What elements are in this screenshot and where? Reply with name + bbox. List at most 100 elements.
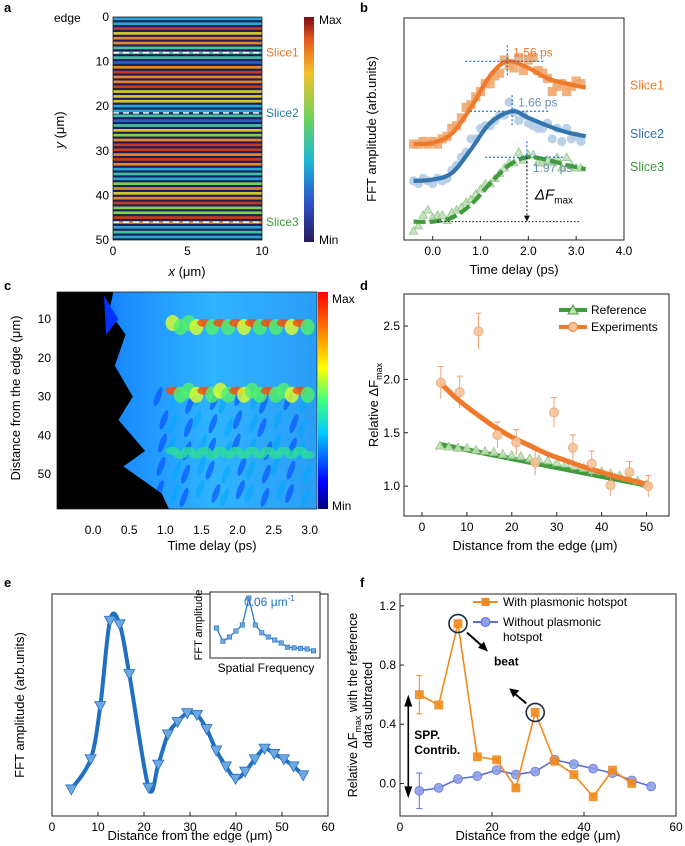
f-legend-with-marker xyxy=(481,598,490,606)
c-ylabel: Distance from the edge (μm) xyxy=(8,316,23,481)
f-series-1-point-3 xyxy=(472,771,483,781)
b-series-0-point-25 xyxy=(528,52,538,63)
a-stripe-1 xyxy=(113,22,262,26)
c-band-0-blob-17 xyxy=(300,318,315,335)
c-xtick-label-6: 3.0 xyxy=(301,523,318,537)
f-xtick-label-3: 60 xyxy=(669,820,683,834)
e-inset-line xyxy=(215,597,314,652)
e-plot-frame xyxy=(51,593,329,817)
e-inset-point-0 xyxy=(213,625,219,631)
a-ytick-label-0: 0 xyxy=(102,10,109,24)
a-stripe-39 xyxy=(113,206,262,210)
a-ytick-label-2: 20 xyxy=(96,99,110,113)
a-stripe-17 xyxy=(113,99,262,103)
f-series-0-point-8 xyxy=(569,770,579,779)
b-xtick-label-1: 1.0 xyxy=(472,244,489,258)
f-xlabel: Distance from the edge (μm) xyxy=(456,828,621,843)
c-streak-37 xyxy=(172,460,182,480)
a-stripe-2 xyxy=(113,27,262,30)
panel-label-d: d xyxy=(360,278,368,293)
e-point-18 xyxy=(258,743,271,755)
f-series-0-point-10 xyxy=(608,765,617,775)
f-legend-with: With plasmonic hotspot xyxy=(503,595,628,609)
e-xtick-label-0: 0 xyxy=(49,820,56,834)
f-legend-without-2: hotspot xyxy=(503,630,543,644)
a-stripe-4 xyxy=(113,36,262,40)
f-ticks: 0 20 40 60 0.0 0.4 0.8 1.2 xyxy=(379,599,683,834)
a-slice-label-2: Slice3 xyxy=(266,215,299,229)
f-xtick-label-1: 20 xyxy=(485,820,499,834)
f-series-1-point-2 xyxy=(453,774,463,784)
c-streak-41 xyxy=(221,464,231,484)
a-stripe-11 xyxy=(113,70,262,74)
f-series-0-point-4 xyxy=(492,755,502,765)
f-series-0-point-5 xyxy=(511,783,521,793)
a-stripe-15 xyxy=(113,90,262,93)
panel-label-a: a xyxy=(4,0,12,15)
a-xlabel: x (μm) xyxy=(167,264,205,279)
f-hotspot-circle-2 xyxy=(525,702,546,723)
c-streak-19 xyxy=(249,414,258,434)
d-reference-point-5 xyxy=(479,445,490,455)
b-series-1-fit xyxy=(413,109,587,183)
e-ylabel: FFT amplitude (arb.units) xyxy=(12,632,27,778)
c-xtick-label-1: 0.5 xyxy=(121,523,138,537)
c-streak-44 xyxy=(262,464,271,484)
e-point-17 xyxy=(248,754,262,766)
c-xtick-label-5: 2.5 xyxy=(265,523,282,537)
panel-labels: a b c d e f xyxy=(4,0,368,590)
d-xtick-label-0: 0 xyxy=(419,520,426,534)
a-colorbar-min: Min xyxy=(319,233,338,247)
c-streak-8 xyxy=(259,394,268,414)
d-reference-point-3 xyxy=(461,442,472,452)
f-xtick-label-0: 0 xyxy=(397,820,404,834)
d-ticks: 0 10 20 30 40 50 1.0 1.5 2.0 2.5 xyxy=(383,319,653,534)
e-point-12 xyxy=(200,724,213,736)
e-xtick-label-4: 40 xyxy=(229,820,243,834)
e-point-21 xyxy=(287,761,300,773)
e-inset-point-1 xyxy=(220,638,226,644)
a-stripe-19 xyxy=(113,109,262,113)
e-xtick-label-2: 20 xyxy=(137,820,151,834)
e-inset-ylabel: FFT amplitude xyxy=(193,590,205,661)
f-ytick-label-1: 0.4 xyxy=(379,717,396,731)
a-stripe-36 xyxy=(113,192,262,195)
d-experiments-point-11 xyxy=(643,481,654,492)
c-streak-59 xyxy=(301,487,310,507)
d-experiments-point-4 xyxy=(511,437,522,448)
e-point-9 xyxy=(171,717,184,729)
e-inset-point-15 xyxy=(311,648,317,654)
panel-f-subtracted: 0 20 40 60 0.0 0.4 0.8 1.2 beat SPP.Contrib. Wit… xyxy=(346,593,683,843)
b-delta-label-sub: max xyxy=(554,195,573,206)
a-edge-label: edge xyxy=(54,11,81,25)
d-reference-point-7 xyxy=(497,448,508,459)
c-streak-50 xyxy=(179,487,189,507)
e-inset-point-3 xyxy=(233,628,239,634)
c-ytick-label-0: 10 xyxy=(38,312,52,326)
a-xtick-label-0: 0 xyxy=(110,244,117,258)
a-stripe-5 xyxy=(113,41,262,45)
d-xtick-label-2: 20 xyxy=(505,520,519,534)
panel-e-spatial-fft: 0 10 20 30 40 50 60 0.06 μm-1 Spatial Frequency… xyxy=(12,590,335,843)
c-streak-45 xyxy=(270,456,280,476)
c-streak-22 xyxy=(289,414,299,434)
c-streak-46 xyxy=(286,460,296,480)
c-xtick-label-4: 2.0 xyxy=(229,523,246,537)
e-point-0 xyxy=(65,784,78,796)
f-spp-label-2: Contrib. xyxy=(414,743,460,757)
e-inset-point-12 xyxy=(291,645,297,651)
e-point-11 xyxy=(190,709,204,722)
d-experiments-point-8 xyxy=(586,458,597,469)
c-streak-16 xyxy=(208,414,218,434)
b-delta-label: ΔFmax xyxy=(534,186,573,206)
e-inset-point-2 xyxy=(226,634,232,640)
b-series-2-point-32 xyxy=(561,152,572,162)
f-series-1-point-1 xyxy=(433,782,444,793)
a-stripe-45 xyxy=(113,235,262,239)
panel-b-slice-fft: 0.0 1.0 2.0 3.0 4.0 Slice1 Slice2 Slice3 1.56 … xyxy=(364,17,664,277)
c-heatmap-features xyxy=(57,292,315,509)
a-stripe-38 xyxy=(113,201,262,205)
d-experiments-point-6 xyxy=(549,407,560,418)
